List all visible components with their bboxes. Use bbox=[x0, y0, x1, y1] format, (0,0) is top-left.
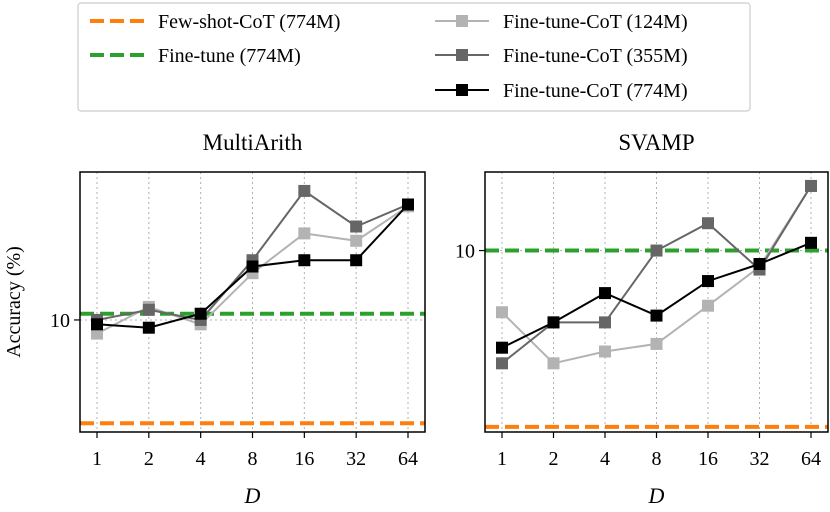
x-axis-label: D bbox=[244, 483, 261, 508]
data-point bbox=[246, 260, 259, 273]
data-point bbox=[194, 307, 207, 320]
panel-title: MultiArith bbox=[203, 130, 303, 155]
data-point bbox=[702, 217, 714, 230]
legend-label: Fine-tune-CoT (124M) bbox=[503, 11, 688, 33]
data-point bbox=[496, 357, 508, 370]
legend-entry: Fine-tune-CoT (774M) bbox=[435, 80, 688, 102]
x-tick-label: 1 bbox=[497, 448, 507, 470]
panel-multiarith: 10 1 2 4 8 16 32 64 MultiArith D Accuracy (%) bbox=[3, 130, 426, 508]
data-point bbox=[702, 299, 714, 312]
legend-entry: Fine-tune-CoT (355M) bbox=[435, 45, 688, 67]
x-tick-label: 2 bbox=[549, 448, 559, 470]
legend-label: Fine-tune (774M) bbox=[158, 45, 301, 67]
x-tick-label: 64 bbox=[398, 448, 418, 470]
x-tick-label: 8 bbox=[652, 448, 662, 470]
data-point bbox=[350, 254, 363, 267]
x-tick-label: 32 bbox=[346, 448, 366, 470]
data-point bbox=[702, 275, 714, 288]
x-tick-label: 16 bbox=[294, 448, 314, 470]
data-point bbox=[650, 244, 663, 257]
legend-label: Few-shot-CoT (774M) bbox=[158, 11, 340, 33]
legend: Few-shot-CoT (774M) Fine-tune (774M) Fine-… bbox=[77, 2, 751, 112]
data-point bbox=[350, 220, 363, 233]
x-tick-label: 16 bbox=[698, 448, 718, 470]
x-tick-label: 2 bbox=[144, 448, 154, 470]
data-point bbox=[599, 316, 611, 329]
y-axis-label: Accuracy (%) bbox=[3, 246, 25, 358]
x-tick-label: 4 bbox=[600, 448, 610, 470]
data-point bbox=[650, 337, 663, 350]
data-point bbox=[298, 254, 311, 267]
data-point bbox=[91, 318, 103, 331]
x-tick-label: 8 bbox=[248, 448, 258, 470]
y-tick-label: 10 bbox=[50, 310, 70, 332]
legend-frame bbox=[77, 2, 751, 112]
data-point bbox=[805, 236, 817, 249]
x-tick-label: 32 bbox=[750, 448, 770, 470]
data-point bbox=[599, 287, 611, 300]
y-tick-label: 10 bbox=[455, 241, 475, 263]
data-point bbox=[753, 257, 766, 270]
data-point bbox=[91, 327, 103, 340]
legend-entry: Fine-tune (774M) bbox=[90, 45, 301, 67]
data-point bbox=[496, 341, 508, 354]
data-point bbox=[298, 227, 311, 240]
x-tick-label: 1 bbox=[92, 448, 102, 470]
data-point bbox=[402, 198, 414, 211]
panel-svamp: 10 1 2 4 8 16 32 64 SVAMP D bbox=[455, 130, 829, 508]
legend-marker-swatch bbox=[456, 15, 468, 27]
data-point bbox=[142, 303, 155, 316]
legend-entry: Few-shot-CoT (774M) bbox=[90, 11, 340, 33]
legend-label: Fine-tune-CoT (355M) bbox=[503, 45, 688, 67]
x-tick-label: 64 bbox=[801, 448, 821, 470]
data-point bbox=[599, 345, 611, 358]
x-axis-label: D bbox=[648, 483, 665, 508]
data-point bbox=[142, 321, 155, 334]
legend-label: Fine-tune-CoT (774M) bbox=[503, 80, 688, 102]
panel-title: SVAMP bbox=[618, 130, 694, 155]
data-point bbox=[350, 234, 363, 247]
data-point bbox=[805, 179, 817, 192]
legend-marker-swatch bbox=[456, 49, 468, 61]
data-point bbox=[547, 316, 560, 329]
x-tick-label: 4 bbox=[196, 448, 206, 470]
data-point bbox=[547, 357, 560, 370]
data-point bbox=[496, 306, 508, 319]
legend-entry: Fine-tune-CoT (124M) bbox=[435, 11, 688, 33]
data-point bbox=[298, 184, 311, 197]
data-point bbox=[650, 309, 663, 322]
legend-marker-swatch bbox=[456, 84, 468, 96]
